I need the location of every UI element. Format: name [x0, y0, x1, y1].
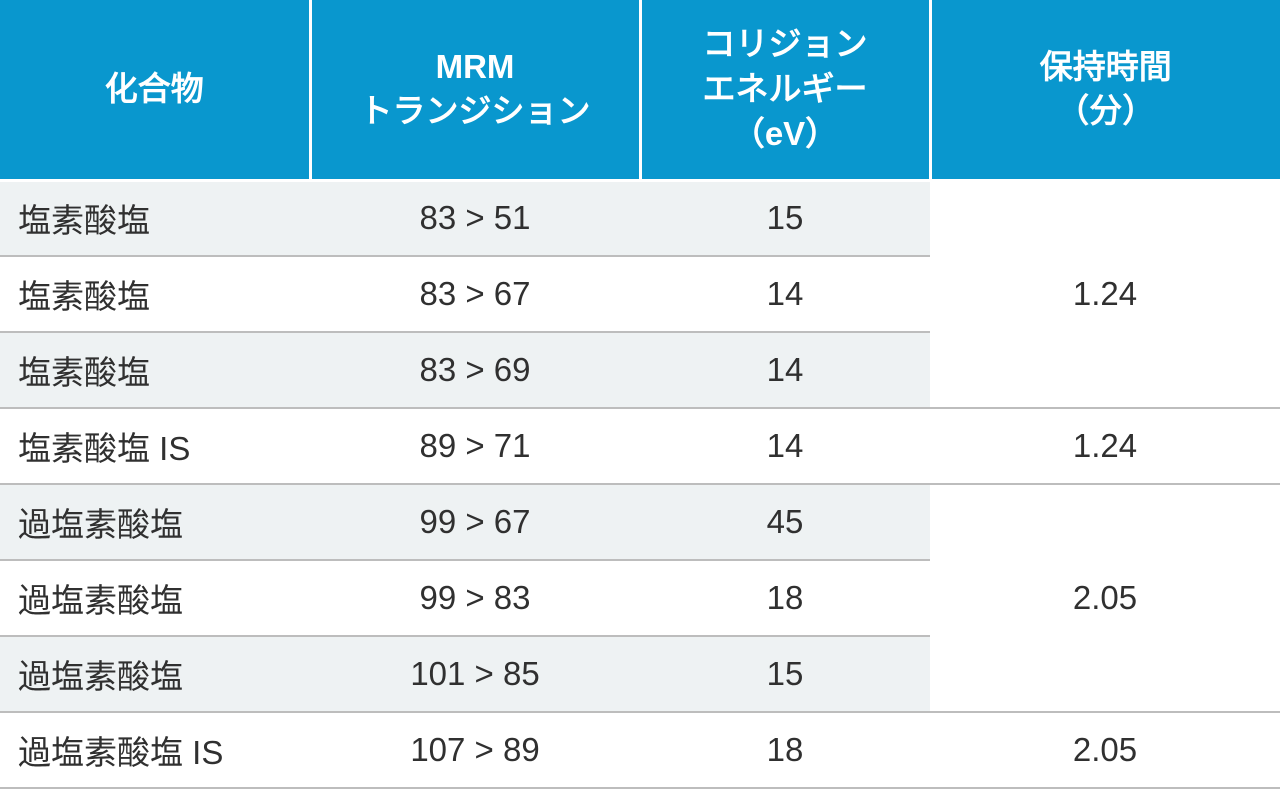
cell-compound: 過塩素酸塩 [0, 636, 310, 712]
table-row: 過塩素酸塩 99 > 67 45 2.05 [0, 484, 1280, 560]
cell-ce: 14 [640, 408, 930, 484]
cell-rt: 1.24 [930, 180, 1280, 408]
cell-mrm: 107 > 89 [310, 712, 640, 788]
cell-compound: 塩素酸塩 [0, 180, 310, 256]
cell-mrm: 99 > 67 [310, 484, 640, 560]
cell-ce: 18 [640, 712, 930, 788]
cell-compound: 過塩素酸塩 [0, 560, 310, 636]
col-header-mrm: MRM トランジション [310, 0, 640, 180]
cell-rt: 2.05 [930, 712, 1280, 788]
col-header-ce-line1: コリジョン [703, 25, 868, 62]
col-header-mrm-line1: MRM [436, 48, 515, 85]
table-row: 塩素酸塩 83 > 51 15 1.24 [0, 180, 1280, 256]
cell-ce: 14 [640, 332, 930, 408]
col-header-ce: コリジョン エネルギー （eV） [640, 0, 930, 180]
cell-ce: 45 [640, 484, 930, 560]
col-header-ce-line2: エネルギー [703, 70, 868, 107]
table-row: 過塩素酸塩 IS 107 > 89 18 2.05 [0, 712, 1280, 788]
cell-compound: 過塩素酸塩 IS [0, 712, 310, 788]
cell-compound: 過塩素酸塩 [0, 484, 310, 560]
table-row: 塩素酸塩 IS 89 > 71 14 1.24 [0, 408, 1280, 484]
mrm-parameters-table: 化合物 MRM トランジション コリジョン エネルギー （eV） 保持時間 （分… [0, 0, 1280, 789]
col-header-rt-line1: 保持時間 [1040, 48, 1172, 85]
col-header-ce-line3: （eV） [732, 115, 838, 152]
col-header-rt-line2: （分） [1056, 92, 1155, 129]
cell-mrm: 99 > 83 [310, 560, 640, 636]
cell-mrm: 101 > 85 [310, 636, 640, 712]
cell-ce: 15 [640, 636, 930, 712]
cell-ce: 18 [640, 560, 930, 636]
cell-mrm: 83 > 51 [310, 180, 640, 256]
table-body: 塩素酸塩 83 > 51 15 1.24 塩素酸塩 83 > 67 14 塩素酸… [0, 180, 1280, 788]
cell-compound: 塩素酸塩 [0, 256, 310, 332]
cell-compound: 塩素酸塩 [0, 332, 310, 408]
table-header: 化合物 MRM トランジション コリジョン エネルギー （eV） 保持時間 （分… [0, 0, 1280, 180]
cell-mrm: 89 > 71 [310, 408, 640, 484]
cell-compound: 塩素酸塩 IS [0, 408, 310, 484]
col-header-rt: 保持時間 （分） [930, 0, 1280, 180]
cell-rt: 1.24 [930, 408, 1280, 484]
cell-rt: 2.05 [930, 484, 1280, 712]
cell-mrm: 83 > 67 [310, 256, 640, 332]
col-header-mrm-line2: トランジション [360, 92, 591, 129]
cell-ce: 14 [640, 256, 930, 332]
cell-ce: 15 [640, 180, 930, 256]
col-header-compound: 化合物 [0, 0, 310, 180]
cell-mrm: 83 > 69 [310, 332, 640, 408]
